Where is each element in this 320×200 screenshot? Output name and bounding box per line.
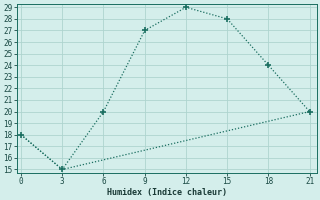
X-axis label: Humidex (Indice chaleur): Humidex (Indice chaleur) [107,188,227,197]
